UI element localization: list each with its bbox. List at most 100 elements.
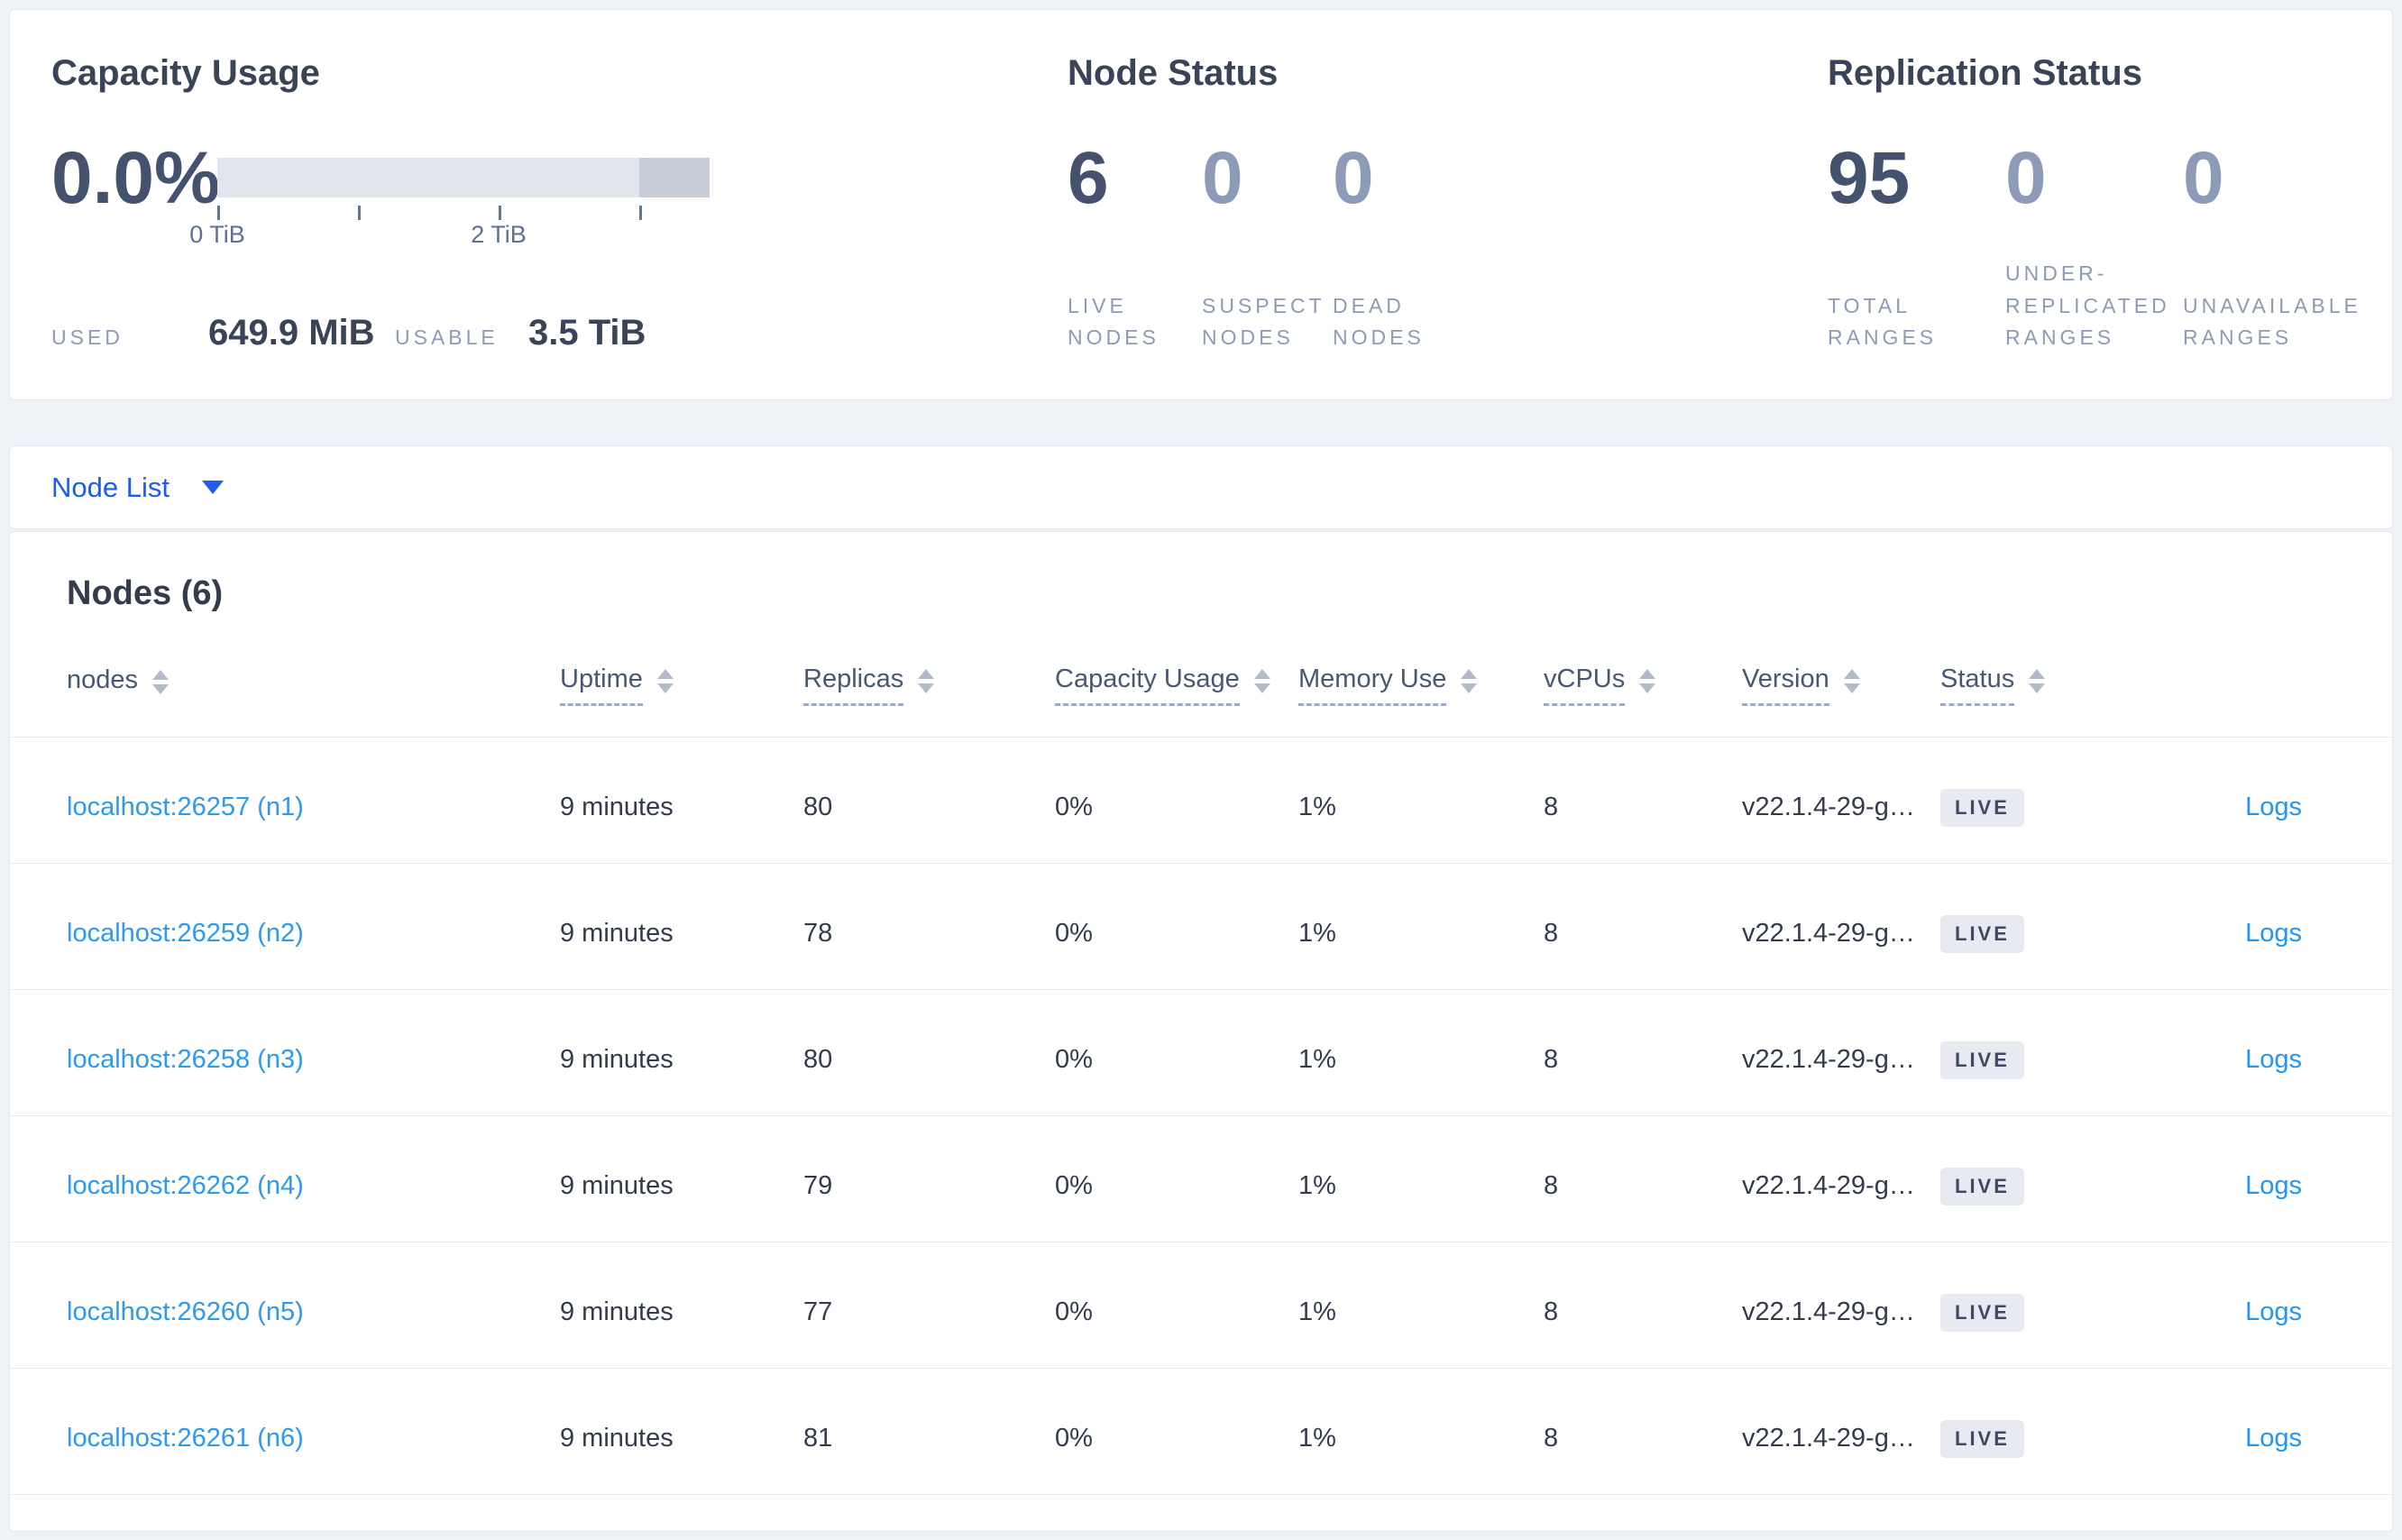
sort-icon (2029, 664, 2046, 693)
vcpus-cell: 8 (1544, 1045, 1559, 1074)
status-badge: LIVE (1940, 1167, 2024, 1205)
replicas-cell: 79 (803, 1171, 833, 1200)
replicas-cell: 80 (803, 793, 833, 821)
replicas-cell: 78 (803, 919, 833, 948)
column-header-vcpus[interactable]: vCPUs (1544, 664, 1656, 707)
total-ranges-value: 95 (1828, 137, 1911, 219)
status-badge: LIVE (1940, 914, 2024, 953)
sort-icon (918, 664, 935, 693)
status-badge: LIVE (1940, 1419, 2024, 1458)
unavailable-ranges-stat: 0 UNAVAILABLE RANGES (2183, 137, 2376, 354)
sort-icon (1843, 664, 1860, 693)
capacity-usage-title: Capacity Usage (51, 53, 320, 93)
node-status-title: Node Status (1068, 53, 1279, 93)
logs-link[interactable]: Logs (2245, 919, 2302, 948)
logs-link[interactable]: Logs (2245, 1045, 2302, 1074)
vcpus-cell: 8 (1544, 919, 1559, 948)
status-badge: LIVE (1940, 1040, 2024, 1079)
status-badge: LIVE (1940, 1293, 2024, 1332)
capacity-usage-cell: 0% (1055, 1171, 1093, 1200)
uptime-cell: 9 minutes (560, 1045, 674, 1074)
unavailable-ranges-value: 0 (2183, 137, 2224, 219)
uptime-cell: 9 minutes (560, 1171, 674, 1200)
column-header-capacity-usage[interactable]: Capacity Usage (1055, 664, 1270, 707)
replicas-cell: 81 (803, 1424, 833, 1453)
table-row: localhost:26262 (n4) 9 minutes 79 0% 1% … (10, 1116, 2392, 1242)
table-row: localhost:26261 (n6) 9 minutes 81 0% 1% … (10, 1369, 2392, 1495)
sort-icon (152, 665, 170, 695)
live-nodes-label: LIVE NODES (1068, 293, 1160, 350)
column-header-nodes[interactable]: nodes (67, 665, 170, 705)
node-status-panel: Node Status 6 LIVE NODES 0 SUSPECT NODES… (1068, 51, 1828, 351)
cluster-summary-card: Capacity Usage 0.0% (9, 9, 2393, 400)
nodes-table-title: Nodes (6) (67, 574, 224, 612)
version-cell: v22.1.4-29-g… (1742, 919, 1915, 948)
capacity-usage-cell: 0% (1055, 1297, 1093, 1326)
axis-tick (638, 206, 642, 220)
under-replicated-label: UNDER-REPLICATED RANGES (2005, 261, 2170, 350)
chevron-down-icon (201, 481, 224, 494)
column-header-version[interactable]: Version (1742, 664, 1860, 707)
suspect-nodes-label: SUSPECT NODES (1202, 293, 1325, 350)
unavailable-ranges-label: UNAVAILABLE RANGES (2183, 293, 2361, 350)
version-cell: v22.1.4-29-g… (1742, 793, 1915, 821)
capacity-usage-cell: 0% (1055, 1424, 1093, 1453)
capacity-usage-panel: Capacity Usage 0.0% (51, 51, 1068, 353)
version-cell: v22.1.4-29-g… (1742, 1297, 1915, 1326)
capacity-usage-cell: 0% (1055, 1045, 1093, 1074)
dead-nodes-value: 0 (1333, 137, 1374, 219)
axis-tick (357, 206, 361, 220)
node-address-link[interactable]: localhost:26258 (n3) (67, 1045, 304, 1074)
capacity-used-percent: 0.0% (51, 137, 220, 219)
memory-use-cell: 1% (1298, 793, 1336, 821)
axis-tick (498, 206, 501, 220)
total-ranges-label: TOTAL RANGES (1828, 293, 1938, 350)
dead-nodes-label: DEAD NODES (1333, 293, 1425, 350)
suspect-nodes-stat: 0 SUSPECT NODES (1202, 142, 1333, 354)
node-list-dropdown[interactable]: Node List (51, 472, 224, 504)
logs-link[interactable]: Logs (2245, 793, 2302, 821)
version-cell: v22.1.4-29-g… (1742, 1424, 1915, 1453)
capacity-usage-bar-chart: 0 TiB 2 TiB (189, 158, 710, 250)
memory-use-cell: 1% (1298, 1171, 1336, 1200)
capacity-bar-reserved-segment (638, 158, 710, 197)
nodes-table-card: Nodes (6) nodes Uptime Replicas (9, 531, 2393, 1532)
vcpus-cell: 8 (1544, 1171, 1559, 1200)
table-row: localhost:26258 (n3) 9 minutes 80 0% 1% … (10, 990, 2392, 1116)
used-label: USED (51, 325, 124, 350)
live-nodes-stat: 6 LIVE NODES (1068, 137, 1202, 354)
replicas-cell: 77 (803, 1297, 833, 1326)
capacity-usage-cell: 0% (1055, 793, 1093, 821)
axis-tick (217, 206, 220, 220)
column-header-status[interactable]: Status (1940, 664, 2046, 707)
node-address-link[interactable]: localhost:26262 (n4) (67, 1171, 304, 1200)
version-cell: v22.1.4-29-g… (1742, 1045, 1915, 1074)
dead-nodes-stat: 0 DEAD NODES (1333, 137, 1477, 354)
memory-use-cell: 1% (1298, 1297, 1336, 1326)
sort-icon (1253, 664, 1270, 693)
table-row: localhost:26257 (n1) 9 minutes 80 0% 1% … (10, 738, 2392, 864)
replication-status-title: Replication Status (1828, 53, 2142, 93)
node-address-link[interactable]: localhost:26261 (n6) (67, 1424, 304, 1453)
live-nodes-value: 6 (1068, 137, 1109, 219)
logs-link[interactable]: Logs (2245, 1171, 2302, 1200)
node-address-link[interactable]: localhost:26257 (n1) (67, 793, 304, 821)
logs-link[interactable]: Logs (2245, 1297, 2302, 1326)
node-address-link[interactable]: localhost:26259 (n2) (67, 919, 304, 948)
logs-link[interactable]: Logs (2245, 1424, 2302, 1453)
replicas-cell: 80 (803, 1045, 833, 1074)
under-replicated-value: 0 (2005, 137, 2047, 219)
uptime-cell: 9 minutes (560, 919, 674, 948)
column-header-replicas[interactable]: Replicas (803, 664, 935, 707)
column-header-memory-use[interactable]: Memory Use (1298, 664, 1478, 707)
node-address-link[interactable]: localhost:26260 (n5) (67, 1297, 304, 1326)
usable-value: 3.5 TiB (528, 313, 646, 353)
usable-label: USABLE (395, 325, 499, 350)
column-header-uptime[interactable]: Uptime (560, 664, 674, 707)
node-list-dropdown-label: Node List (51, 471, 170, 503)
table-row: localhost:26259 (n2) 9 minutes 78 0% 1% … (10, 864, 2392, 990)
uptime-cell: 9 minutes (560, 1297, 674, 1326)
sort-icon (656, 664, 674, 693)
used-value: 649.9 MiB (208, 313, 375, 353)
